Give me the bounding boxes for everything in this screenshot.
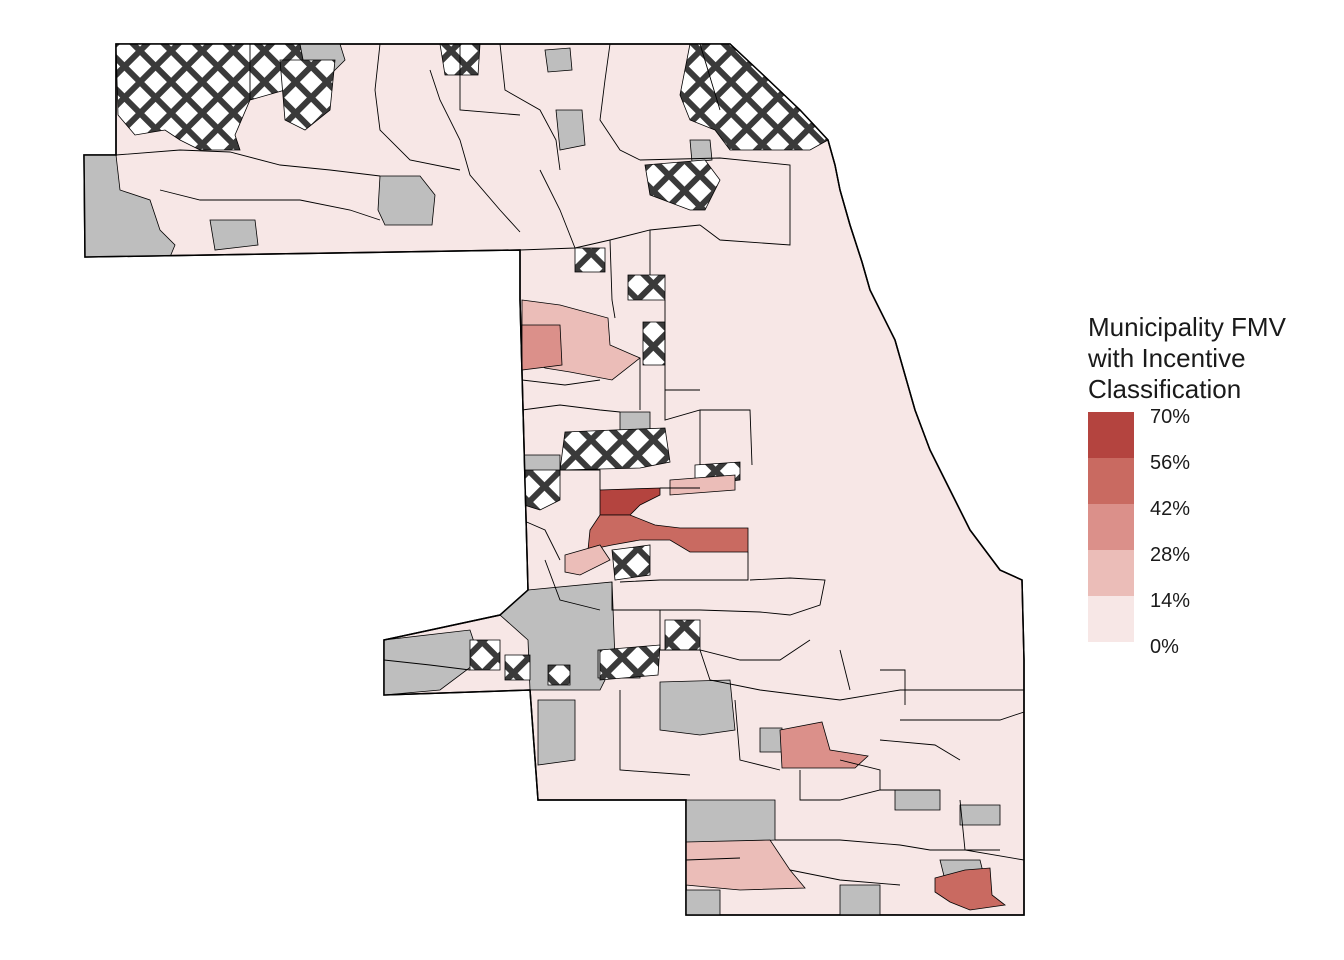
region-42-56-se <box>934 867 1006 911</box>
legend-title-line-2: with Incentive <box>1088 343 1246 373</box>
gray-region-south-1 <box>659 679 736 736</box>
gray-region-south-9 <box>537 699 576 766</box>
hatched-region-ne-2 <box>644 159 721 211</box>
legend-swatch-28-42 <box>1088 504 1134 550</box>
legend-tick-56: 56% <box>1150 452 1191 474</box>
legend-swatch-0-14 <box>1088 596 1134 642</box>
legend-title: Municipality FMV with Incentive Classifi… <box>1088 312 1328 405</box>
hatched-region-west-2 <box>504 654 531 681</box>
legend-swatch-14-28 <box>1088 550 1134 596</box>
legend-title-line-1: Municipality FMV <box>1088 312 1286 342</box>
gray-region-north-mid <box>555 109 586 151</box>
gray-region-south-2 <box>759 727 783 753</box>
legend-tick-14: 14% <box>1150 590 1191 612</box>
hatched-region-mid-6 <box>664 619 701 651</box>
region-28-42-south <box>779 721 869 769</box>
legend-tick-0: 0% <box>1150 636 1179 658</box>
hatched-region-mid-n1 <box>574 247 606 273</box>
gray-region-south-6 <box>839 884 881 915</box>
gray-region-small-2 <box>544 47 573 73</box>
hatched-region-west-1 <box>469 639 501 671</box>
colored-regions <box>521 299 1006 911</box>
gray-region-center-north <box>377 175 436 226</box>
municipal-boundaries <box>115 44 1024 886</box>
legend-title-line-3: Classification <box>1088 374 1242 404</box>
legend-tick-42: 42% <box>1150 498 1191 520</box>
gray-region-south-7 <box>685 889 721 915</box>
gray-region-south-3 <box>685 799 776 846</box>
gray-region-north-right <box>689 139 713 163</box>
region-14-28-center <box>564 544 611 576</box>
legend-swatch-42-56 <box>1088 458 1134 504</box>
region-14-28-center-ne <box>669 474 736 496</box>
hatched-region-mid-7 <box>599 644 661 681</box>
hatched-region-mid-2 <box>559 427 671 471</box>
gray-region-small-1 <box>209 219 259 251</box>
hatched-region-mid-n2 <box>627 274 666 301</box>
gray-region-south-4 <box>894 789 941 811</box>
gray-region-south-8 <box>959 804 1001 826</box>
legend-color-bar: 70% 56% 42% 28% 14% 0% <box>1088 406 1328 657</box>
hatched-region-mid-1 <box>642 321 666 366</box>
legend-swatch-56-70 <box>1088 412 1134 458</box>
map-regions <box>84 44 1024 915</box>
map-legend: Municipality FMV with Incentive Classifi… <box>1088 312 1328 657</box>
hatched-region-west-3 <box>547 664 571 686</box>
legend-tick-70: 70% <box>1150 406 1191 428</box>
hatched-region-nw-2 <box>279 59 336 131</box>
legend-tick-28: 28% <box>1150 544 1191 566</box>
region-28-42-west <box>521 324 563 371</box>
hatched-region-mid-5 <box>611 544 651 581</box>
